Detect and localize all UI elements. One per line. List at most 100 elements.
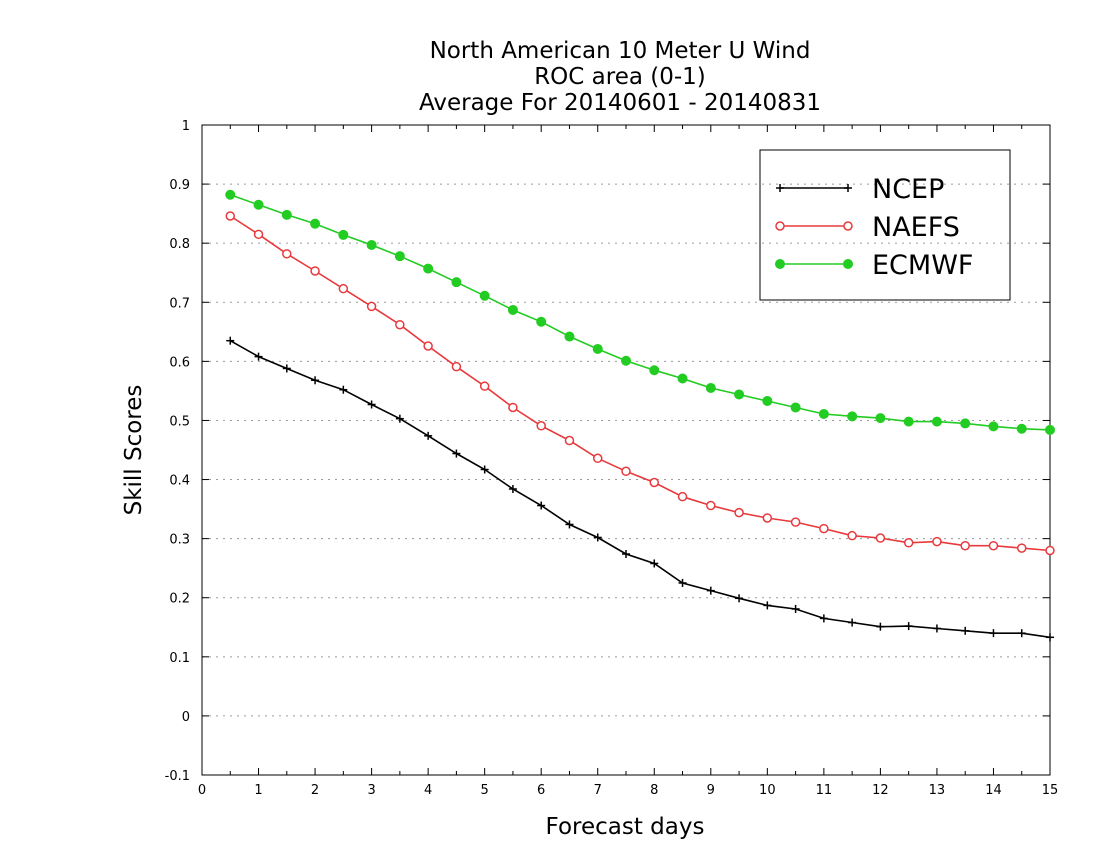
y-tick-label: 0: [182, 710, 190, 725]
y-tick-label: 0.2: [169, 592, 190, 607]
data-point-ecmwf: [903, 416, 914, 427]
data-point-naefs: [932, 536, 942, 547]
legend-box: [759, 149, 1011, 301]
data-point-ecmwf: [451, 277, 462, 288]
data-point-ecmwf: [762, 395, 773, 406]
x-axis: 0 1 2 3 4 5 6 7 8 9 10 11 12 13 14 15: [198, 125, 1058, 798]
data-point-naefs: [819, 523, 829, 534]
y-tick-label: 0.3: [169, 533, 190, 548]
data-point-ecmwf: [1045, 424, 1055, 435]
data-point-naefs: [338, 283, 349, 294]
y-axis: -0.1 0 0.1 0.2 0.3 0.4 0.5 0.6 0.7 0.8 0.9 1: [165, 119, 1050, 784]
data-point-ncep: [424, 431, 433, 440]
data-point-ncep: [226, 336, 235, 345]
data-point-ecmwf: [394, 251, 405, 262]
data-point-naefs: [960, 540, 970, 551]
legend-entry-ncep: NCEP: [776, 174, 944, 205]
legend-marker-ecmwf: [843, 259, 853, 269]
x-axis-label: Forecast days: [546, 814, 705, 840]
legend-marker-ncep: [844, 184, 852, 192]
legend-entry-naefs: NAEFS: [775, 212, 960, 243]
data-point-ncep: [876, 622, 885, 631]
x-tick-label: 9: [707, 783, 715, 798]
data-point-ecmwf: [705, 382, 716, 393]
data-point-naefs: [988, 540, 999, 551]
x-tick-label: 13: [929, 783, 946, 798]
y-tick-label: 0.9: [169, 178, 190, 193]
data-point-ncep: [593, 533, 602, 542]
data-point-ncep: [678, 578, 687, 587]
x-tick-label: 4: [424, 783, 432, 798]
data-point-naefs: [395, 319, 405, 330]
data-point-ncep: [622, 550, 630, 558]
x-tick-label: 2: [311, 783, 319, 798]
title-line-3: Average For 20140601 - 20140831: [419, 90, 821, 116]
series-naefs: [225, 211, 1055, 556]
data-point-ecmwf: [677, 373, 688, 384]
data-point-ncep: [1017, 629, 1026, 638]
x-tick-label: 6: [537, 783, 545, 798]
data-point-ecmwf: [281, 209, 292, 220]
data-point-naefs: [847, 530, 857, 541]
y-tick-label: 0.1: [169, 651, 190, 666]
y-axis-label: Skill Scores: [121, 385, 147, 516]
data-point-naefs: [875, 533, 886, 543]
data-point-naefs: [536, 421, 546, 431]
data-point-ncep: [367, 400, 376, 409]
data-point-ncep: [706, 586, 715, 595]
x-tick-label: 5: [481, 783, 489, 798]
data-point-ncep: [565, 520, 574, 529]
data-point-naefs: [677, 491, 688, 502]
legend-label-naefs: NAEFS: [872, 212, 960, 243]
data-point-ecmwf: [734, 389, 745, 400]
data-point-ecmwf: [1016, 423, 1027, 434]
data-point-ncep: [480, 465, 489, 474]
data-point-ncep: [735, 594, 744, 603]
data-point-naefs: [282, 249, 292, 259]
data-point-ncep: [932, 624, 941, 633]
legend: NCEP NAEFS ECMWF: [759, 149, 1011, 301]
legend-label-ecmwf: ECMWF: [872, 250, 973, 281]
data-point-ecmwf: [536, 316, 547, 327]
x-tick-label: 1: [254, 783, 262, 798]
data-point-ncep: [508, 485, 517, 493]
data-point-ncep: [311, 376, 320, 385]
data-point-ncep: [537, 501, 546, 510]
series-ecmwf: [225, 189, 1055, 435]
data-point-naefs: [225, 211, 236, 221]
data-point-ecmwf: [875, 413, 886, 424]
data-point-ncep: [254, 352, 263, 361]
data-point-ecmwf: [564, 331, 575, 342]
data-point-ecmwf: [988, 421, 999, 432]
data-point-ecmwf: [507, 304, 518, 315]
data-point-naefs: [1016, 543, 1027, 553]
data-point-ncep: [339, 385, 348, 394]
data-point-naefs: [592, 453, 603, 464]
data-point-ecmwf: [790, 402, 801, 413]
title-line-1: North American 10 Meter U Wind: [430, 38, 811, 64]
y-tick-label: -0.1: [165, 769, 190, 784]
data-point-naefs: [564, 435, 575, 446]
data-point-ncep: [791, 604, 800, 613]
data-point-naefs: [366, 301, 377, 312]
data-point-ncep: [395, 414, 404, 423]
legend-marker-ncep: [776, 184, 784, 192]
data-point-ncep: [989, 629, 998, 638]
data-point-ecmwf: [818, 408, 829, 419]
data-point-ecmwf: [649, 365, 660, 376]
data-point-naefs: [649, 477, 660, 488]
legend-marker-naefs: [843, 221, 853, 231]
data-point-naefs: [790, 517, 801, 527]
grid: [202, 183, 1050, 717]
data-point-ncep: [452, 449, 461, 458]
data-point-ecmwf: [366, 239, 377, 250]
data-point-ecmwf: [621, 355, 631, 366]
data-point-ncep: [961, 626, 970, 635]
series-ncep: [226, 336, 1054, 642]
data-point-naefs: [253, 229, 264, 240]
x-tick-label: 0: [198, 783, 206, 798]
x-tick-label: 3: [367, 783, 375, 798]
y-tick-label: 1: [182, 119, 190, 134]
